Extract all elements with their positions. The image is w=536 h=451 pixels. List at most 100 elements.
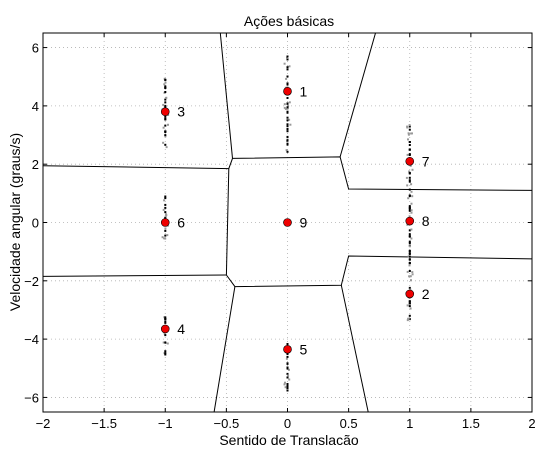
sample-point-gray [406,184,409,187]
y-tick-label: −4 [24,332,39,347]
sample-point-gray [284,381,286,384]
plot-frame [42,32,533,413]
sample-point-black [164,211,167,214]
sample-point-black [408,209,411,212]
sample-point-gray [409,307,412,310]
sample-point-gray [288,101,291,104]
centroid-marker [283,87,292,96]
sample-point-gray [165,96,168,99]
sample-point-gray [162,126,165,129]
sample-point-gray [162,103,165,106]
x-tick-label: −1 [158,416,173,431]
sample-point-black [164,317,167,320]
centroid-marker [405,289,415,299]
axis-ticks: −2 −1.5 −1 −0.5 0 0.5 1 1.5 2 −6 −4 −2 0 2 4 6 [24,33,536,431]
sample-point-black [164,341,167,344]
sample-point-gray [409,164,412,167]
sample-point-black [286,376,289,379]
sample-point-gray [162,341,165,344]
sample-point-gray [410,279,412,282]
x-tick-label: 0.5 [340,416,358,431]
sample-point-black [286,366,289,369]
sample-point-black [408,258,411,261]
sample-point-black [408,141,411,143]
sample-point-black [286,372,289,375]
sample-point-black [286,102,289,105]
sample-point-black [286,127,289,130]
sample-point-black [164,124,167,127]
sample-point-gray [164,81,167,84]
sample-point-gray [286,56,288,59]
sample-point-gray [166,342,169,345]
sample-point-gray [288,378,291,381]
sample-point-gray [166,234,169,237]
y-tick-label: 4 [32,99,39,114]
sample-point-black [164,134,167,137]
sample-point-black [408,128,411,131]
sample-point-gray [163,237,166,240]
sample-point-black [164,78,167,81]
sample-point-black [408,318,411,321]
sample-point-gray [410,209,413,212]
sample-point-black [286,389,289,392]
sample-point-black [164,130,167,133]
sample-point-gray [289,123,292,126]
sample-point-gray [410,237,413,240]
sample-point-gray [406,223,409,226]
sample-point-black [408,208,411,211]
sample-point-black [408,233,411,236]
x-tick-label: 1 [406,416,413,431]
sample-point-black [286,75,289,78]
sample-point-gray [410,202,413,205]
sample-point-black [408,172,411,175]
sample-point-black [408,286,411,289]
sample-point-black [286,386,289,389]
y-tick-label: −6 [24,390,39,405]
centroid-label: 5 [300,341,308,357]
sample-point-gray [167,123,169,126]
sample-point-black [164,229,167,232]
sample-point-black [408,242,411,244]
x-tick-label: −2 [36,416,51,431]
sample-point-black [164,115,167,118]
sample-point-gray [167,114,170,116]
sample-point-black [408,179,411,182]
sample-point-gray [406,125,409,128]
boundary-line [213,286,236,413]
sample-point-black [164,321,167,324]
sample-point-gray [284,386,287,389]
x-tick-label: 2 [528,416,535,431]
sample-point-black [408,262,411,264]
sample-point-black [164,197,167,200]
sample-point-gray [288,368,290,371]
sample-point-gray [288,118,291,121]
sample-point-black [164,350,167,353]
centroid-marker [405,156,415,166]
sample-point-gray [406,270,409,273]
sample-point-gray [283,62,286,65]
sample-point-black [408,250,411,253]
sample-point-gray [287,104,290,107]
sample-point-black [286,136,289,139]
sample-point-black [286,353,289,355]
sample-point-black [286,110,289,113]
sample-point-gray [284,108,287,110]
sample-point-black [164,334,167,337]
centroid-label: 6 [177,215,185,231]
sample-point-black [408,302,411,305]
sample-point-black [286,362,289,365]
sample-point-black [286,125,289,128]
sample-point-black [164,353,167,356]
sample-point-gray [406,304,409,307]
sample-point-black [408,300,411,303]
sample-point-black [164,352,167,355]
sample-point-black [408,176,411,179]
sample-point-gray [407,138,409,141]
centroid-label: 2 [422,286,430,302]
sample-point-black [408,148,411,151]
sample-point-black [408,270,411,272]
sample-point-gray [285,357,288,360]
sample-point-gray [411,271,414,274]
sample-point-gray [163,199,166,202]
sample-point-black [286,139,289,142]
